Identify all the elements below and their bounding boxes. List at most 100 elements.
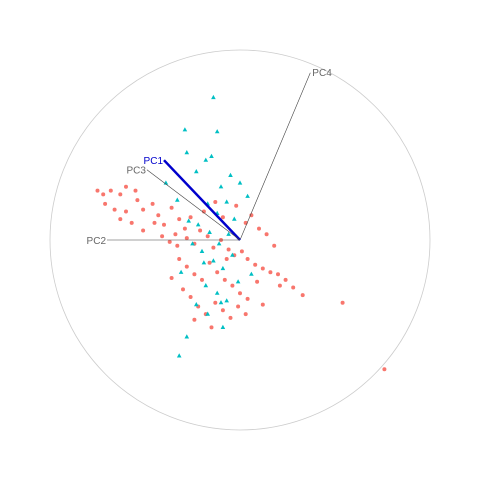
point-circle xyxy=(162,222,166,227)
point-triangle xyxy=(203,157,209,162)
point-circle xyxy=(222,277,227,282)
point-circle xyxy=(228,315,233,320)
point-circle xyxy=(277,283,282,288)
point-triangle xyxy=(201,260,207,265)
point-circle xyxy=(112,207,117,212)
point-circle xyxy=(249,213,254,218)
point-circle xyxy=(169,205,174,210)
axis-line-pc1 xyxy=(163,159,241,241)
point-circle xyxy=(135,198,140,203)
point-circle xyxy=(124,209,128,214)
point-circle xyxy=(205,234,210,239)
point-circle xyxy=(177,217,182,222)
point-circle xyxy=(133,188,138,193)
point-triangle xyxy=(214,129,220,134)
point-circle xyxy=(340,300,345,305)
point-circle xyxy=(260,302,265,307)
point-circle xyxy=(213,200,218,204)
point-circle xyxy=(255,279,260,284)
point-circle xyxy=(188,295,193,299)
point-circle xyxy=(300,293,305,298)
point-circle xyxy=(129,220,134,225)
point-circle xyxy=(260,266,265,271)
point-triangle xyxy=(194,302,199,307)
point-triangle xyxy=(214,290,220,295)
point-triangle xyxy=(245,193,250,198)
point-circle xyxy=(213,300,218,305)
point-circle xyxy=(141,207,146,212)
point-circle xyxy=(283,277,288,282)
point-triangle xyxy=(194,169,199,174)
point-circle xyxy=(184,236,189,241)
point-circle xyxy=(160,234,165,239)
point-triangle xyxy=(226,231,231,236)
point-triangle xyxy=(220,265,226,271)
point-circle xyxy=(220,215,225,220)
point-circle xyxy=(181,287,185,292)
point-circle xyxy=(220,308,225,313)
point-circle xyxy=(177,257,182,261)
point-circle xyxy=(118,192,123,197)
point-circle xyxy=(101,192,106,197)
point-circle xyxy=(152,220,157,225)
point-triangle xyxy=(178,269,184,274)
point-circle xyxy=(253,262,258,267)
point-circle xyxy=(245,257,250,261)
point-circle xyxy=(188,215,193,220)
point-circle xyxy=(192,317,197,322)
point-circle xyxy=(169,276,174,280)
point-circle xyxy=(150,201,155,206)
point-triangle xyxy=(232,216,237,221)
point-circle xyxy=(238,291,242,296)
point-circle xyxy=(175,243,180,248)
point-circle xyxy=(272,243,277,248)
axis-label-pc1: PC1 xyxy=(144,156,164,167)
point-triangle xyxy=(211,94,216,100)
point-triangle xyxy=(182,127,188,132)
point-circle xyxy=(257,226,261,231)
point-circle xyxy=(291,285,296,290)
point-triangle xyxy=(175,197,180,202)
point-circle xyxy=(184,264,189,269)
point-circle xyxy=(226,247,231,252)
point-circle xyxy=(234,203,239,208)
point-circle xyxy=(182,226,187,231)
point-circle xyxy=(200,277,204,282)
point-circle xyxy=(201,209,206,214)
point-circle xyxy=(245,296,250,301)
point-triangle xyxy=(237,180,243,185)
point-circle xyxy=(276,272,280,277)
point-triangle xyxy=(199,248,205,253)
point-circle xyxy=(118,217,123,222)
point-triangle xyxy=(205,311,210,316)
point-circle xyxy=(209,325,214,330)
point-circle xyxy=(108,188,113,193)
axis-line-pc3 xyxy=(146,169,241,241)
point-triangle xyxy=(220,324,226,329)
point-triangle xyxy=(184,150,190,155)
point-triangle xyxy=(184,334,190,339)
axis-label-pc3: PC3 xyxy=(126,166,146,177)
point-triangle xyxy=(190,241,195,246)
point-circle xyxy=(95,188,100,193)
point-triangle xyxy=(235,279,241,284)
point-circle xyxy=(215,270,220,275)
axis-label-pc2: PC2 xyxy=(87,236,107,247)
point-triangle xyxy=(203,283,209,288)
point-circle xyxy=(224,257,229,261)
point-triangle xyxy=(228,172,233,177)
point-triangle xyxy=(230,252,235,257)
point-triangle xyxy=(211,258,216,263)
point-circle xyxy=(382,367,387,372)
point-circle xyxy=(103,201,108,206)
point-circle xyxy=(207,260,212,265)
point-circle xyxy=(264,232,269,237)
point-circle xyxy=(124,184,128,189)
point-triangle xyxy=(207,229,212,234)
point-triangle xyxy=(218,184,224,189)
point-triangle xyxy=(195,222,201,227)
point-circle xyxy=(211,245,216,250)
point-circle xyxy=(141,228,146,233)
point-triangle xyxy=(216,241,222,246)
